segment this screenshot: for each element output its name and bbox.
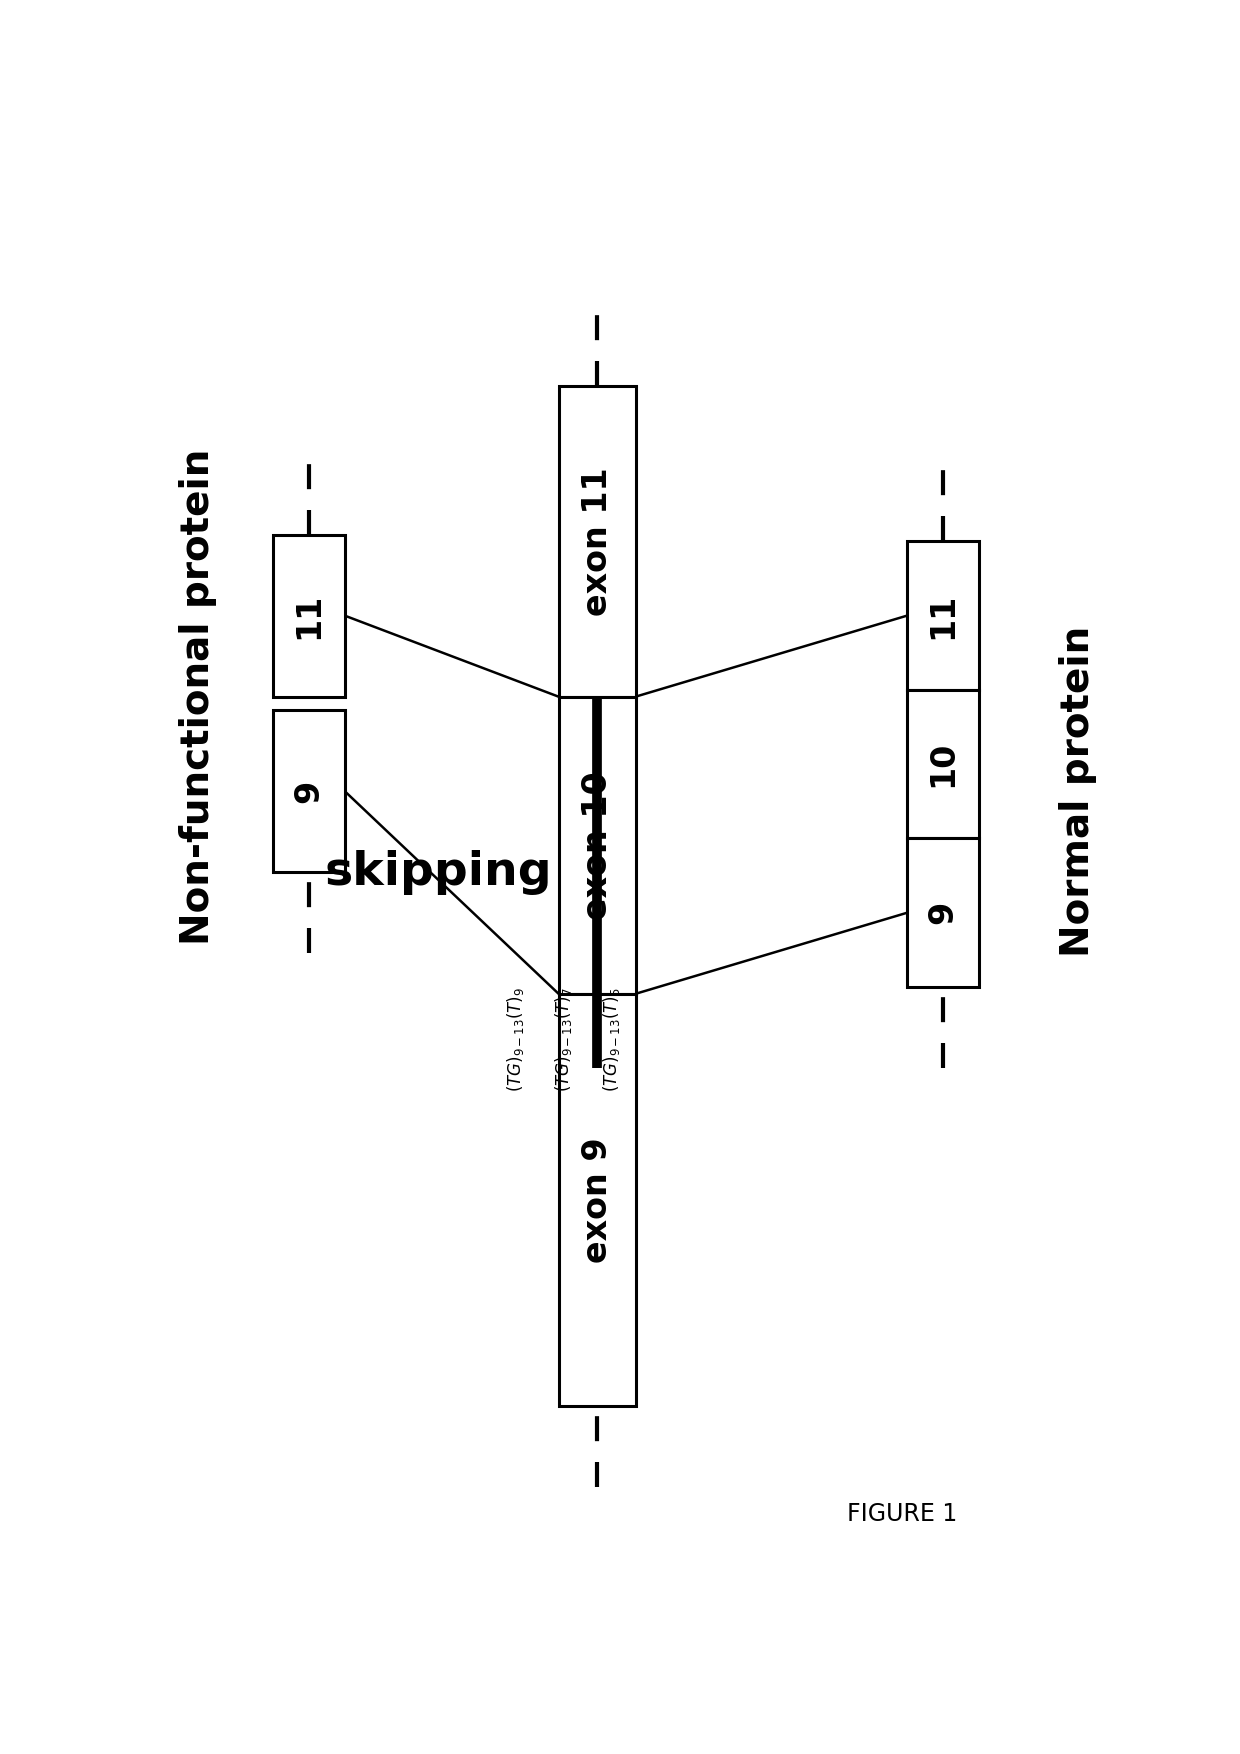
- Text: Non-functional protein: Non-functional protein: [180, 449, 217, 945]
- Text: $(TG)_{9-13}(T)_5$: $(TG)_{9-13}(T)_5$: [601, 988, 622, 1093]
- Text: exon 10: exon 10: [580, 770, 614, 919]
- Text: exon 11: exon 11: [580, 467, 614, 616]
- Text: 11: 11: [293, 593, 325, 638]
- Text: $(TG)_{9-13}(T)_7$: $(TG)_{9-13}(T)_7$: [553, 988, 574, 1093]
- Text: skipping: skipping: [325, 849, 552, 895]
- Text: 9: 9: [293, 779, 325, 803]
- Text: 11: 11: [926, 593, 960, 638]
- Bar: [559, 386, 636, 696]
- Text: Normal protein: Normal protein: [1059, 626, 1096, 958]
- Bar: [273, 535, 345, 696]
- Text: 9: 9: [926, 902, 960, 924]
- Bar: [906, 838, 980, 988]
- Text: 10: 10: [926, 740, 960, 788]
- Bar: [559, 995, 636, 1405]
- Bar: [906, 689, 980, 838]
- Text: exon 9: exon 9: [580, 1137, 614, 1263]
- Text: $(TG)_{9-13}(T)_9$: $(TG)_{9-13}(T)_9$: [505, 988, 526, 1093]
- Bar: [906, 542, 980, 689]
- Bar: [273, 710, 345, 872]
- Bar: [559, 696, 636, 995]
- Text: FIGURE 1: FIGURE 1: [847, 1501, 957, 1526]
